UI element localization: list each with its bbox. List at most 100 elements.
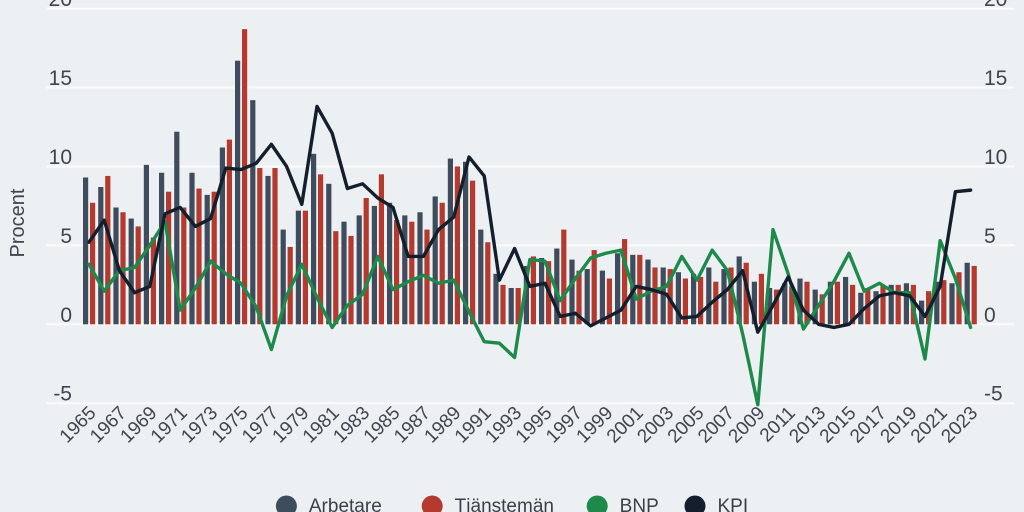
bar-arbetare-1965[interactable]	[83, 177, 89, 325]
bar-tjansteman-2009[interactable]	[758, 273, 764, 325]
bar-arbetare-2005[interactable]	[691, 273, 697, 325]
bar-tjansteman-1984[interactable]	[378, 174, 384, 325]
bar-arbetare-1973[interactable]	[204, 194, 210, 325]
bar-tjansteman-2005[interactable]	[698, 276, 704, 325]
bar-tjansteman-2021[interactable]	[941, 280, 947, 325]
bar-tjansteman-1971[interactable]	[181, 207, 187, 325]
bar-tjansteman-1996[interactable]	[561, 229, 567, 325]
bnp-line-series[interactable]	[87, 219, 973, 407]
bar-arbetare-1990[interactable]	[463, 161, 469, 325]
bar-tjansteman-1968[interactable]	[135, 226, 141, 325]
bar-arbetare-2009[interactable]	[751, 281, 757, 325]
bar-arbetare-1969[interactable]	[143, 164, 149, 325]
bar-arbetare-1988[interactable]	[432, 196, 438, 325]
bar-tjansteman-1986[interactable]	[409, 221, 415, 325]
bar-tjansteman-2015[interactable]	[850, 284, 856, 325]
bar-tjansteman-1969[interactable]	[150, 237, 156, 325]
bar-arbetare-2000[interactable]	[615, 253, 621, 325]
legend-item-tjänstemän[interactable]: Tjänstemän	[421, 495, 554, 512]
bar-tjansteman-1993[interactable]	[515, 287, 521, 325]
bar-arbetare-1991[interactable]	[478, 229, 484, 325]
bar-tjansteman-1980[interactable]	[318, 174, 324, 325]
bar-tjansteman-1966[interactable]	[105, 175, 111, 325]
bar-arbetare-1978[interactable]	[280, 229, 286, 325]
bar-tjansteman-1991[interactable]	[485, 242, 491, 325]
bar-tjansteman-1989[interactable]	[454, 166, 460, 325]
bar-arbetare-1968[interactable]	[128, 218, 134, 325]
bar-tjansteman-2002[interactable]	[652, 267, 658, 325]
bar-tjansteman-1985[interactable]	[394, 220, 400, 325]
bar-arbetare-1970[interactable]	[159, 172, 165, 325]
bar-tjansteman-1965[interactable]	[90, 202, 96, 325]
bar-arbetare-2011[interactable]	[782, 283, 788, 325]
bar-tjansteman-1976[interactable]	[257, 168, 263, 325]
bar-arbetare-1972[interactable]	[189, 172, 195, 325]
bar-tjansteman-1977[interactable]	[272, 168, 278, 325]
bar-arbetare-1986[interactable]	[402, 215, 408, 325]
bar-arbetare-2007[interactable]	[721, 269, 727, 325]
bar-tjansteman-2008[interactable]	[743, 262, 749, 325]
bar-tjansteman-1982[interactable]	[348, 235, 354, 325]
bar-arbetare-2017[interactable]	[873, 291, 879, 325]
bar-arbetare-1995[interactable]	[539, 258, 545, 325]
bar-tjansteman-2018[interactable]	[895, 284, 901, 325]
bar-tjansteman-1981[interactable]	[333, 231, 339, 325]
bar-tjansteman-1983[interactable]	[363, 198, 369, 325]
legend-item-kpi[interactable]: KPI	[684, 495, 748, 512]
bar-tjansteman-1974[interactable]	[226, 139, 232, 325]
bnp-line[interactable]	[87, 219, 973, 407]
bar-arbetare-2019[interactable]	[903, 283, 909, 325]
bar-tjansteman-1988[interactable]	[439, 202, 445, 325]
bar-arbetare-2003[interactable]	[660, 267, 666, 325]
bar-arbetare-1999[interactable]	[599, 270, 605, 325]
kpi-line[interactable]	[87, 104, 973, 334]
bar-arbetare-1997[interactable]	[569, 259, 575, 325]
bar-arbetare-1998[interactable]	[584, 269, 590, 325]
bar-tjansteman-2006[interactable]	[713, 281, 719, 325]
bar-tjansteman-2001[interactable]	[637, 254, 643, 325]
bar-tjansteman-1990[interactable]	[470, 180, 476, 325]
kpi-line-series[interactable]	[87, 104, 973, 334]
bar-arbetare-1974[interactable]	[219, 147, 225, 325]
bar-arbetare-1987[interactable]	[417, 212, 423, 325]
bar-arbetare-1981[interactable]	[326, 183, 332, 325]
bar-tjansteman-1999[interactable]	[606, 278, 612, 325]
bar-arbetare-1983[interactable]	[356, 215, 362, 325]
bar-tjansteman-1992[interactable]	[500, 284, 506, 325]
bar-tjansteman-1997[interactable]	[576, 270, 582, 325]
bar-tjansteman-1972[interactable]	[196, 188, 202, 325]
bar-arbetare-1977[interactable]	[265, 175, 271, 325]
bar-tjansteman-1975[interactable]	[242, 29, 248, 325]
legend-item-bnp[interactable]: BNP	[586, 495, 659, 512]
bar-arbetare-1967[interactable]	[113, 207, 119, 325]
bar-arbetare-2004[interactable]	[675, 272, 681, 325]
bar-arbetare-2022[interactable]	[949, 283, 955, 325]
bar-arbetare-2014[interactable]	[827, 281, 833, 325]
bar-tjansteman-2012[interactable]	[804, 281, 810, 325]
bar-tjansteman-2000[interactable]	[622, 239, 628, 325]
bar-arbetare-2018[interactable]	[888, 284, 894, 325]
bar-arbetare-2010[interactable]	[767, 287, 773, 325]
bar-tjansteman-1994[interactable]	[530, 256, 536, 325]
bar-tjansteman-1998[interactable]	[591, 250, 597, 325]
bar-arbetare-1992[interactable]	[493, 273, 499, 325]
bar-tjansteman-2014[interactable]	[834, 281, 840, 325]
bar-arbetare-2015[interactable]	[843, 276, 849, 325]
bar-tjansteman-2010[interactable]	[774, 289, 780, 325]
bar-tjansteman-2022[interactable]	[956, 272, 962, 325]
bar-arbetare-1989[interactable]	[447, 158, 453, 325]
bar-arbetare-2023[interactable]	[964, 262, 970, 325]
bar-arbetare-1996[interactable]	[554, 248, 560, 325]
bar-arbetare-2016[interactable]	[858, 292, 864, 325]
bar-arbetare-1993[interactable]	[508, 287, 514, 325]
bar-tjansteman-2013[interactable]	[819, 294, 825, 325]
bar-tjansteman-2004[interactable]	[682, 278, 688, 325]
bar-arbetare-2013[interactable]	[812, 289, 818, 325]
bar-arbetare-2021[interactable]	[934, 281, 940, 325]
legend-item-arbetare[interactable]: Arbetare	[275, 495, 382, 512]
bar-tjansteman-1970[interactable]	[166, 191, 172, 325]
bar-tjansteman-2011[interactable]	[789, 286, 795, 325]
bar-arbetare-1966[interactable]	[98, 186, 104, 325]
bar-tjansteman-2003[interactable]	[667, 269, 673, 325]
bar-tjansteman-1973[interactable]	[211, 191, 217, 325]
